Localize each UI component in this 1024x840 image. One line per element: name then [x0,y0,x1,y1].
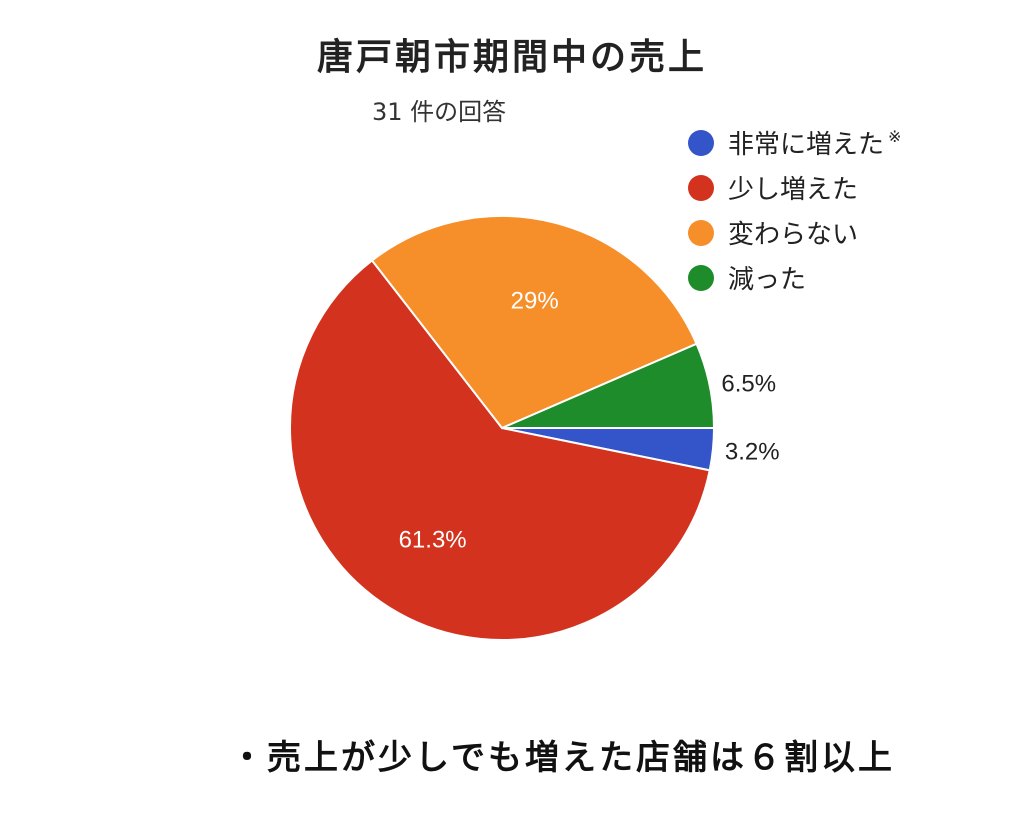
label-unchanged: 29% [511,288,559,315]
legend-item-very-increased[interactable]: 非常に増えた ※ [688,120,901,165]
chart-title: 唐戸朝市期間中の売上 [316,37,707,78]
legend-label: 非常に増えた [728,130,885,160]
legend-swatch [688,219,714,246]
legend-label: 変わらない [728,220,859,250]
slice-slightly-increased[interactable] [289,259,711,641]
slice-unchanged[interactable] [370,215,698,430]
legend-item-decreased[interactable]: 減った [688,255,901,300]
slice-decreased[interactable] [501,342,716,429]
label-slightly-increased: 61.3% [399,527,467,554]
chart-legend: 非常に増えた ※ 少し増えた 変わらない 減った [688,120,901,300]
legend-item-slightly-increased[interactable]: 少し増えた [688,165,901,210]
legend-label: 少し増えた [728,175,859,205]
label-decreased: 6.5% [721,371,776,398]
legend-swatch [688,174,714,201]
label-very-increased: 3.2% [725,438,780,465]
legend-item-unchanged[interactable]: 変わらない [688,210,901,255]
response-count: 31 件の回答 [372,98,507,126]
legend-label: 減った [728,265,807,295]
legend-swatch [688,264,714,291]
summary-caption: ・売上が少しでも増えた店舗は６割以上 [230,738,895,778]
legend-note-mark: ※ [888,127,902,146]
legend-swatch [688,129,714,156]
